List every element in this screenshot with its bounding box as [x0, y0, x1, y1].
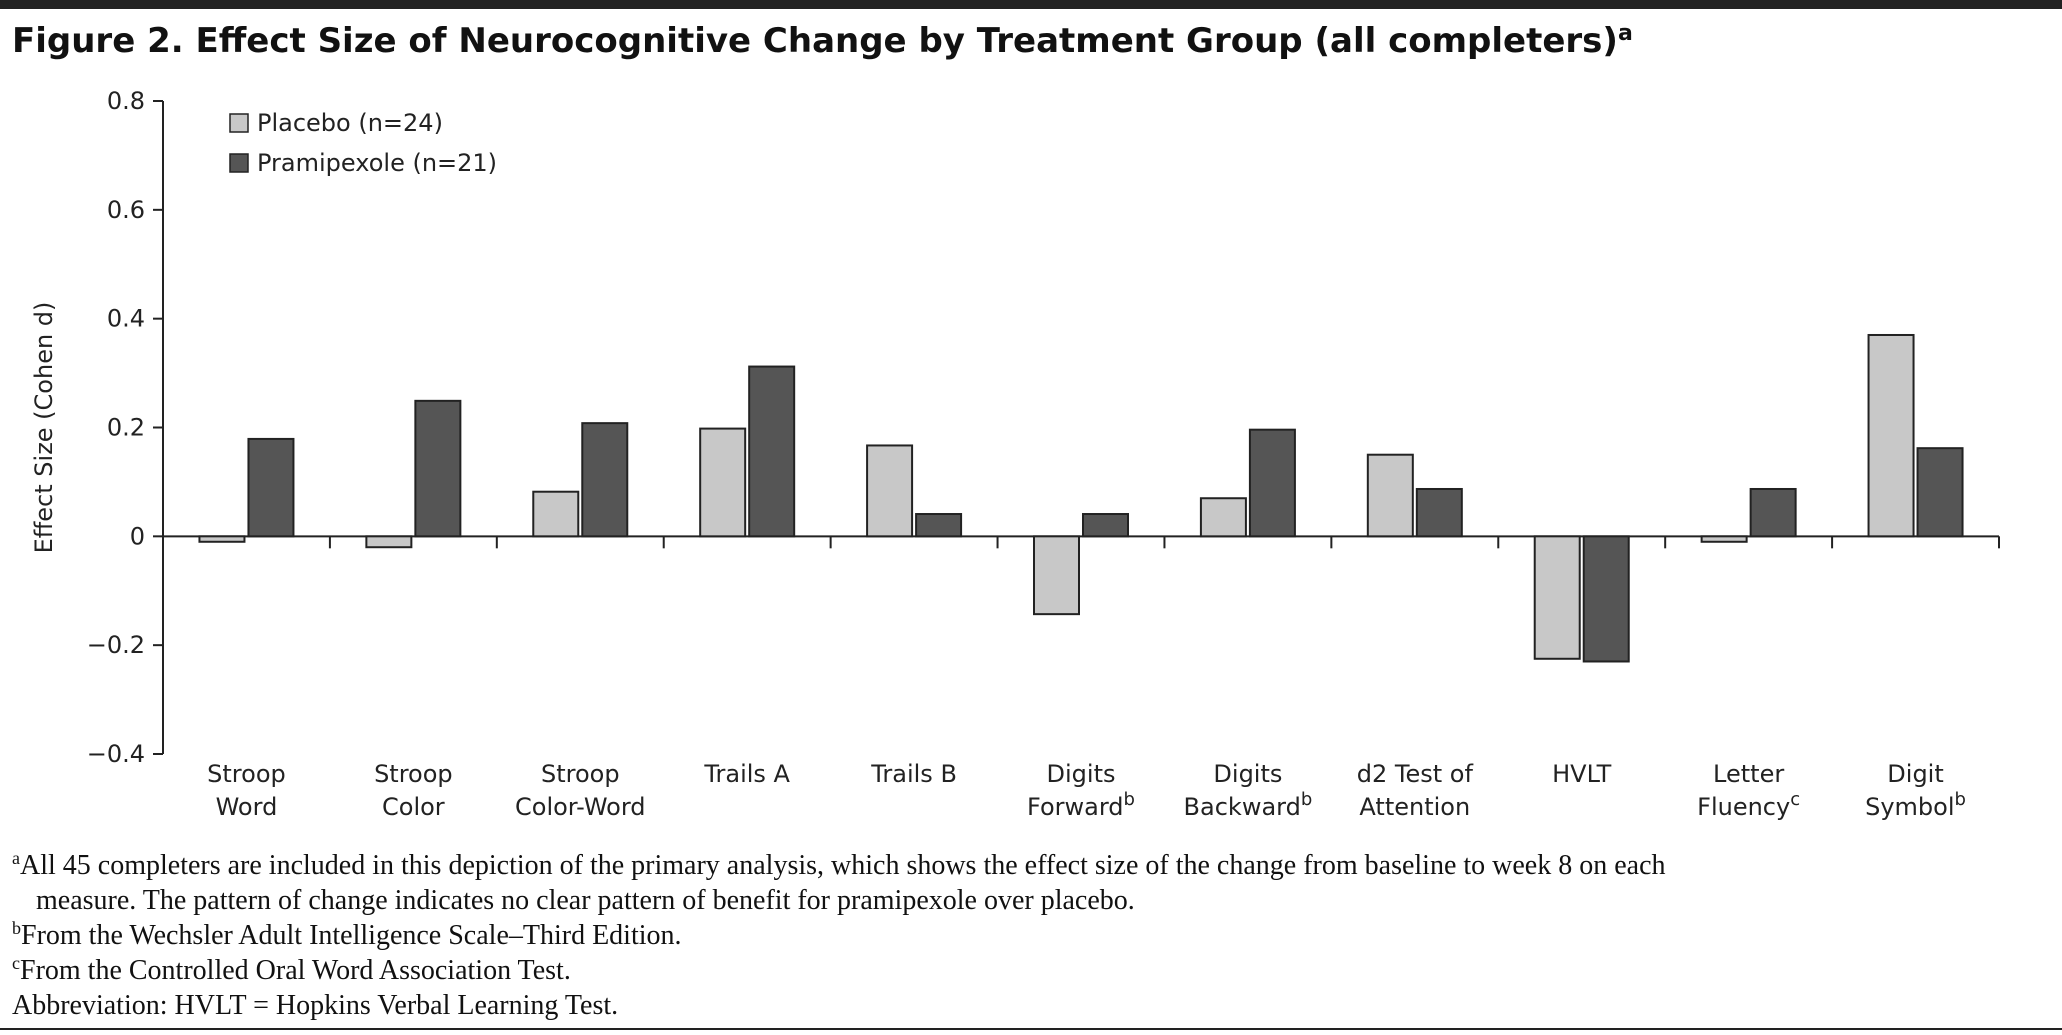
bar: [1916, 447, 1964, 538]
bar: [247, 437, 295, 538]
x-tick-label-text: Digit: [1887, 760, 1943, 788]
x-tick-label-note: b: [1955, 789, 1966, 810]
x-tick-label: Stroop: [207, 760, 286, 788]
x-tick-label-text: Digits: [1213, 760, 1282, 788]
x-tick-label: Stroop: [374, 760, 453, 788]
x-tick-label-text: Backward: [1184, 793, 1301, 821]
y-tick-label: 0.6: [107, 196, 145, 224]
footnote-text: From the Wechsler Adult Intelligence Sca…: [21, 920, 682, 951]
bar: [866, 444, 914, 538]
x-tick-label: Backwardb: [1184, 789, 1313, 821]
chart-title: Figure 2. Effect Size of Neurocognitive …: [12, 21, 1633, 61]
x-tick-label-text: Color: [382, 793, 445, 821]
y-tick-label: 0: [130, 522, 145, 550]
footnote: bFrom the Wechsler Adult Intelligence Sc…: [12, 918, 682, 951]
y-axis-label: Effect Size (Cohen d): [30, 302, 58, 554]
x-tick-label-text: Trails B: [870, 760, 957, 788]
x-tick-label-text: Word: [216, 793, 278, 821]
x-tick-label-text: d2 Test of: [1357, 760, 1474, 788]
x-tick-label: Fluencyc: [1697, 789, 1800, 821]
x-tick-label: Forwardb: [1027, 789, 1135, 821]
bar: [1366, 453, 1414, 538]
x-tick-label-text: Attention: [1359, 793, 1470, 821]
bar: [581, 422, 629, 538]
footnote-text: measure. The pattern of change indicates…: [36, 885, 1135, 916]
footnote: cFrom the Controlled Oral Word Associati…: [12, 953, 571, 986]
footnote-text: From the Controlled Oral Word Associatio…: [20, 955, 571, 986]
bar: [1415, 487, 1463, 538]
x-tick-label-text: Forward: [1027, 793, 1124, 821]
footnote-mark: a: [12, 848, 20, 868]
y-tick-label: −0.2: [87, 631, 145, 659]
y-tick-label: 0.2: [107, 414, 145, 442]
top-rule: [0, 0, 2062, 9]
footnote-text: All 45 completers are included in this d…: [20, 850, 1666, 881]
x-tick-label: Attention: [1359, 793, 1470, 821]
x-tick-label-text: Stroop: [374, 760, 453, 788]
bottom-rule: [0, 1028, 2062, 1030]
x-tick-label-text: Stroop: [541, 760, 620, 788]
legend-swatch: [229, 113, 249, 133]
x-tick-label-note: b: [1301, 789, 1312, 810]
legend-label: Placebo (n=24): [257, 109, 443, 137]
x-tick-label: Trails B: [870, 760, 957, 788]
x-tick-label: d2 Test of: [1357, 760, 1474, 788]
x-tick-label-text: Digits: [1047, 760, 1116, 788]
x-tick-label: Symbolb: [1865, 789, 1966, 821]
x-tick-label: Color: [382, 793, 445, 821]
x-tick-label-text: Color-Word: [515, 793, 646, 821]
title-note: a: [1618, 21, 1633, 46]
x-tick-label-text: Trails A: [703, 760, 790, 788]
x-tick-label: HVLT: [1552, 760, 1612, 788]
bar: [532, 490, 580, 538]
x-tick-label: Digits: [1047, 760, 1116, 788]
x-tick-label: Digits: [1213, 760, 1282, 788]
bar: [1700, 535, 1748, 543]
footnote: aAll 45 completers are included in this …: [12, 848, 1666, 881]
x-tick-label-note: c: [1790, 789, 1800, 810]
x-tick-label: Color-Word: [515, 793, 646, 821]
bar: [1199, 497, 1247, 538]
x-tick-label: Word: [216, 793, 278, 821]
bar: [365, 535, 413, 549]
bar: [1248, 428, 1296, 538]
x-tick-label-text: Symbol: [1865, 793, 1954, 821]
footnote-text: Abbreviation: HVLT = Hopkins Verbal Lear…: [12, 990, 618, 1021]
title-text: Figure 2. Effect Size of Neurocognitive …: [12, 21, 1618, 61]
x-tick-label-note: b: [1124, 789, 1135, 810]
legend-swatch: [229, 153, 249, 173]
bar: [915, 513, 963, 538]
footnote-mark: c: [12, 953, 20, 973]
x-tick-label: Trails A: [703, 760, 790, 788]
y-tick-label: −0.4: [87, 740, 145, 768]
legend-label: Pramipexole (n=21): [257, 149, 497, 177]
bar: [699, 427, 747, 538]
bar: [198, 535, 246, 543]
x-tick-label: Letter: [1713, 760, 1784, 788]
y-tick-label: 0.8: [107, 87, 145, 115]
x-tick-label-text: Fluency: [1697, 793, 1790, 821]
bar: [414, 399, 462, 538]
bar: [1749, 487, 1797, 538]
bar: [748, 365, 796, 538]
footnote: measure. The pattern of change indicates…: [36, 885, 1135, 916]
x-tick-label-text: HVLT: [1552, 760, 1612, 788]
bar: [1867, 333, 1915, 538]
x-tick-label: Stroop: [541, 760, 620, 788]
x-tick-label-text: Letter: [1713, 760, 1784, 788]
x-tick-label-text: Stroop: [207, 760, 286, 788]
bar: [1082, 513, 1129, 538]
footnote-mark: b: [12, 918, 21, 938]
bar: [1033, 535, 1080, 616]
y-tick-label: 0.4: [107, 305, 145, 333]
bar: [1582, 535, 1630, 663]
bar: [1533, 535, 1581, 660]
x-tick-label: Digit: [1887, 760, 1943, 788]
footnote: Abbreviation: HVLT = Hopkins Verbal Lear…: [12, 990, 618, 1021]
